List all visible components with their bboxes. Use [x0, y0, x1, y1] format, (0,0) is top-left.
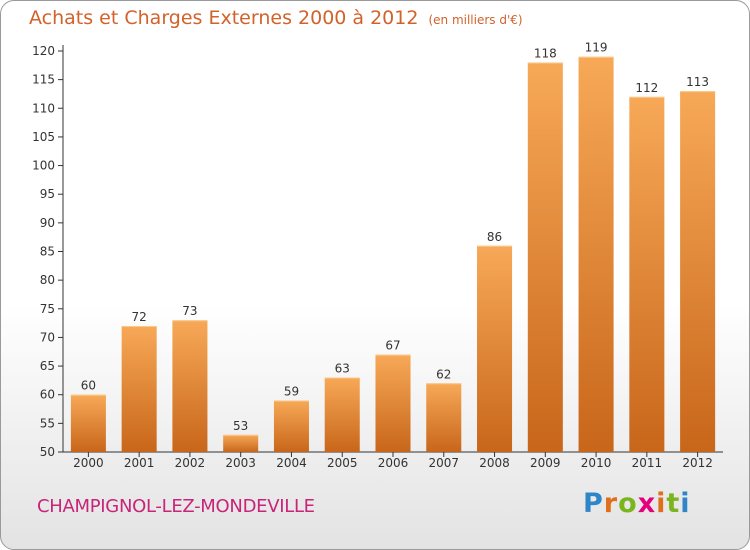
bar-2012 [680, 91, 716, 452]
chart-subtitle: (en milliers d'€) [428, 13, 523, 27]
y-tick-label: 115 [32, 73, 55, 87]
bar-2010 [578, 56, 614, 452]
x-tick-label: 2001 [124, 456, 155, 470]
y-tick-label: 105 [32, 130, 55, 144]
x-tick-label: 2003 [225, 456, 256, 470]
chart-title-block: Achats et Charges Externes 2000 à 2012 (e… [29, 7, 523, 29]
y-tick-label: 75 [40, 302, 55, 316]
bar-2002 [172, 320, 208, 452]
bar-2001 [121, 325, 157, 452]
y-tick-label: 120 [32, 44, 55, 58]
x-tick-label: 2010 [581, 456, 612, 470]
commune-name: CHAMPIGNOL-LEZ-MONDEVILLE [37, 496, 315, 517]
bar-2008 [477, 245, 513, 452]
bar-2005 [324, 377, 360, 452]
data-label: 62 [436, 367, 451, 381]
data-label: 112 [635, 81, 658, 95]
x-tick-label: 2004 [276, 456, 307, 470]
y-tick-label: 55 [40, 416, 55, 430]
bar-2003 [223, 434, 259, 452]
bar-2004 [273, 400, 309, 452]
bar-2000 [70, 394, 106, 452]
data-label: 73 [182, 304, 197, 318]
x-tick-label: 2007 [428, 456, 459, 470]
data-label: 63 [335, 362, 350, 376]
y-tick-label: 80 [40, 273, 55, 287]
proxiti-logo: Proxiti [583, 488, 691, 519]
bar-2006 [375, 354, 411, 452]
x-tick-label: 2011 [632, 456, 663, 470]
x-tick-label: 2012 [682, 456, 713, 470]
data-label: 118 [534, 46, 557, 60]
chart-title: Achats et Charges Externes 2000 à 2012 [29, 7, 419, 29]
bar-2007 [426, 383, 462, 452]
y-tick-label: 90 [40, 216, 55, 230]
y-tick-label: 50 [40, 445, 55, 459]
y-tick-label: 70 [40, 330, 55, 344]
data-label: 119 [585, 41, 608, 55]
data-label: 59 [284, 384, 299, 398]
bar-2009 [527, 62, 563, 452]
x-tick-label: 2008 [479, 456, 510, 470]
data-label: 72 [132, 310, 147, 324]
bar-2011 [629, 96, 665, 452]
y-tick-label: 100 [32, 159, 55, 173]
x-tick-label: 2002 [175, 456, 206, 470]
x-tick-label: 2006 [378, 456, 409, 470]
data-label: 86 [487, 230, 502, 244]
x-tick-label: 2000 [73, 456, 104, 470]
data-label: 60 [81, 379, 96, 393]
data-label: 53 [233, 419, 248, 433]
x-tick-label: 2005 [327, 456, 358, 470]
x-tick-label: 2009 [530, 456, 561, 470]
y-tick-label: 85 [40, 245, 55, 259]
data-label: 113 [686, 75, 709, 89]
y-tick-label: 110 [32, 101, 55, 115]
data-label: 67 [385, 339, 400, 353]
y-tick-label: 95 [40, 187, 55, 201]
y-tick-label: 65 [40, 359, 55, 373]
y-tick-label: 60 [40, 388, 55, 402]
